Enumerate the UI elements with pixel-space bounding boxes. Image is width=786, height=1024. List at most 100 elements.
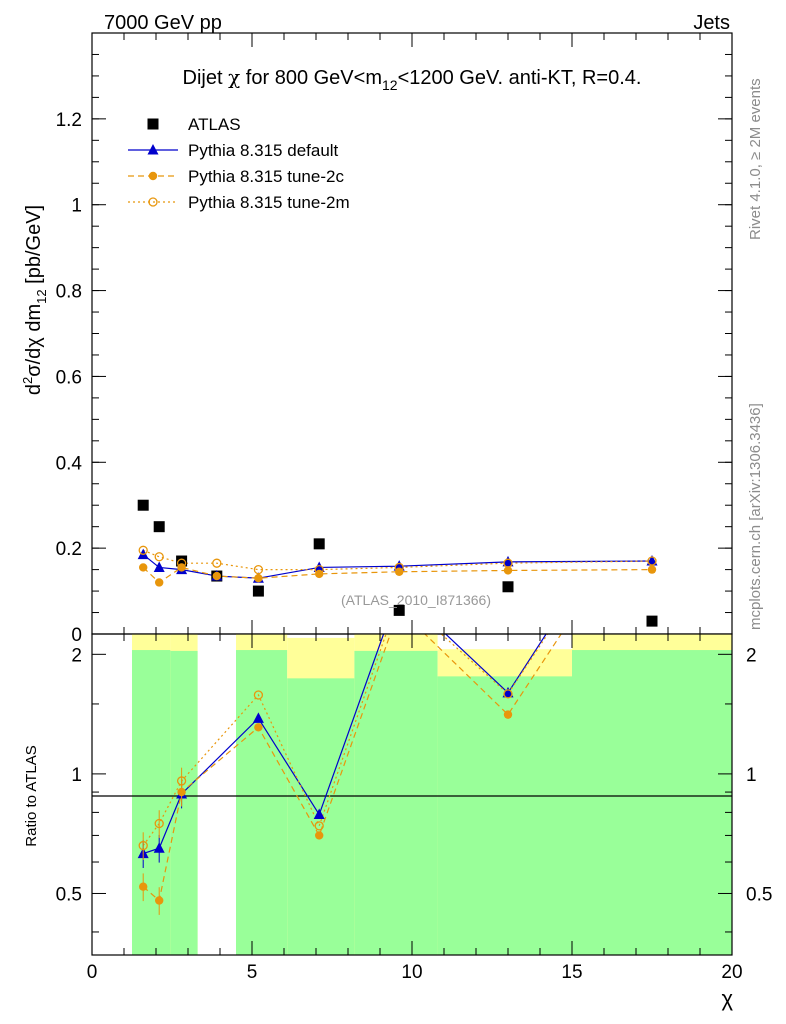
main-data-point xyxy=(154,552,164,562)
main-data-point xyxy=(137,499,149,511)
ratio-data-point xyxy=(648,473,656,481)
main-y-tick-label: 0 xyxy=(71,625,82,646)
main-data-point xyxy=(139,563,148,572)
main-data-point xyxy=(212,558,222,568)
legend-label: Pythia 8.315 tune-2c xyxy=(188,167,344,186)
ratio-y-tick-label-right: 1 xyxy=(746,765,757,786)
main-data-point xyxy=(153,521,165,533)
main-data-point xyxy=(393,604,405,616)
inner-uncertainty-band xyxy=(437,676,572,955)
legend-marker xyxy=(148,171,158,181)
main-y-axis-label: d2σ/dχ dm12 [pb/GeV] xyxy=(20,205,49,395)
x-tick-label: 10 xyxy=(401,962,422,983)
main-data-point xyxy=(502,555,514,567)
main-data-point xyxy=(646,555,658,566)
main-series-line xyxy=(142,549,653,571)
main-y-tick-label: 1 xyxy=(71,196,82,217)
main-data-point xyxy=(176,558,187,568)
ratio-data-point xyxy=(502,686,514,698)
main-data-point xyxy=(646,615,658,627)
main-data-point xyxy=(313,561,325,572)
main-series-line xyxy=(142,566,653,584)
legend-marker xyxy=(147,118,159,130)
ratio-series-points xyxy=(137,465,658,915)
inner-uncertainty-band xyxy=(132,650,171,955)
header-process-label: Jets xyxy=(693,12,730,34)
ratio-data-point xyxy=(313,808,325,820)
ratio-data-point xyxy=(139,882,148,891)
x-tick-label: 0 xyxy=(87,962,98,983)
main-data-point xyxy=(503,566,513,575)
main-y-tick-label: 0.8 xyxy=(56,282,82,303)
mcplots-reference-label: mcplots.cern.ch [arXiv:1306.3436] xyxy=(747,403,764,630)
inner-uncertainty-band xyxy=(236,650,288,955)
main-data-point xyxy=(314,564,324,575)
main-y-tick-labels: 0 0.2 0.4 0.6 0.8 1 1.2 xyxy=(56,110,83,646)
x-tick-label: 20 xyxy=(721,962,742,983)
ratio-y-tick-label-right: 0.5 xyxy=(746,884,772,905)
rivet-version-label: Rivet 4.1.0, ≥ 2M events xyxy=(747,78,764,240)
main-data-point xyxy=(253,564,264,575)
legend-marker xyxy=(147,144,159,155)
ratio-series-line xyxy=(142,634,562,902)
main-data-point xyxy=(394,562,404,573)
main-data-point xyxy=(138,545,148,555)
ratio-series-line xyxy=(143,634,547,855)
main-panel: 0 0.2 0.4 0.6 0.8 1 1.2 Dijet χ for 800 GeV<m1… xyxy=(20,32,733,646)
ratio-panel: 0.5 0.5 1 1 2 2 0 5 10 15 20 Ratio to ATLAS χ xyxy=(23,465,773,1011)
ratio-data-point xyxy=(138,840,148,851)
ratio-y-tick-label: 2 xyxy=(71,645,82,666)
ratio-data-point xyxy=(503,689,513,699)
main-data-point xyxy=(153,561,165,572)
ratio-data-point xyxy=(503,710,513,719)
main-data-point xyxy=(503,558,513,568)
ratio-data-point xyxy=(647,465,658,476)
inner-uncertainty-band xyxy=(354,650,438,955)
main-data-point xyxy=(155,578,164,587)
ratio-data-point xyxy=(648,492,656,500)
legend-marker xyxy=(148,197,158,207)
main-data-point xyxy=(176,555,188,567)
main-y-tick-label: 0.4 xyxy=(56,453,83,474)
ratio-y-axis-label: Ratio to ATLAS xyxy=(23,745,40,846)
main-data-point xyxy=(313,538,325,550)
ratio-y-tick-label-right: 2 xyxy=(746,645,757,666)
ratio-series-lines xyxy=(142,634,562,902)
legend-label: Pythia 8.315 tune-2m xyxy=(188,193,350,212)
inner-uncertainty-band xyxy=(572,650,732,955)
ratio-frame xyxy=(91,633,733,956)
main-data-point xyxy=(502,581,514,593)
ratio-data-point xyxy=(176,776,187,786)
main-y-tick-label: 0.6 xyxy=(56,367,82,388)
main-y-tick-label: 0.2 xyxy=(56,539,82,560)
ratio-y-tick-label: 1 xyxy=(71,765,82,786)
analysis-id-watermark: (ATLAS_2010_I871366) xyxy=(341,592,491,608)
x-axis-label: χ xyxy=(721,986,733,1011)
main-axis-ticks xyxy=(91,32,733,635)
uncertainty-bands xyxy=(132,634,732,955)
ratio-data-point xyxy=(314,821,324,831)
ratio-y-tick-label: 0.5 xyxy=(56,884,82,905)
ratio-data-point xyxy=(154,818,164,829)
inner-uncertainty-band xyxy=(170,650,198,955)
legend: ATLAS Pythia 8.315 default Pythia 8.315 tu… xyxy=(128,115,350,212)
x-tick-label: 15 xyxy=(561,962,582,983)
main-chart-title: Dijet χ for 800 GeV<m12<1200 GeV. anti-K… xyxy=(183,65,642,93)
main-y-tick-label: 1.2 xyxy=(56,110,82,131)
legend-label: Pythia 8.315 default xyxy=(188,141,339,160)
ratio-data-point xyxy=(153,842,165,853)
ratio-data-point xyxy=(254,723,263,732)
ratio-data-point xyxy=(252,712,264,723)
ratio-y-tick-labels: 0.5 0.5 1 1 2 2 xyxy=(56,645,773,905)
x-tick-labels: 0 5 10 15 20 xyxy=(87,962,743,983)
main-series-points xyxy=(137,499,658,627)
ratio-series-line xyxy=(142,634,549,846)
legend-label: ATLAS xyxy=(188,115,241,134)
main-data-point xyxy=(647,565,657,574)
x-tick-label: 5 xyxy=(247,962,258,983)
header-collision-label: 7000 GeV pp xyxy=(104,12,222,34)
main-data-point xyxy=(254,573,263,583)
ratio-data-point xyxy=(155,896,164,905)
main-data-point xyxy=(252,585,264,597)
